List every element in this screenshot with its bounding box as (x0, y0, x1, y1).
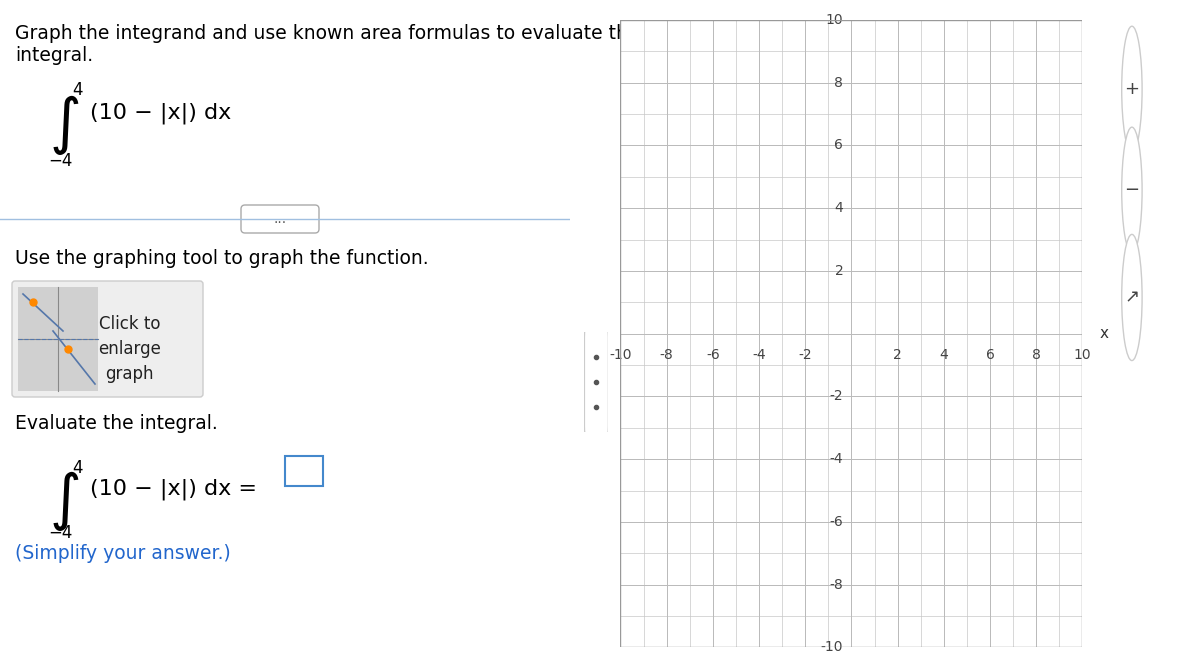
Text: −4: −4 (48, 152, 72, 170)
Text: ↗: ↗ (1124, 288, 1140, 307)
Bar (286, 456, 323, 486)
Text: −4: −4 (48, 524, 72, 542)
Text: Graph the integrand and use known area formulas to evaluate the: Graph the integrand and use known area f… (14, 24, 640, 43)
Text: -6: -6 (706, 348, 720, 362)
Text: -4: -4 (829, 452, 844, 466)
Text: 4: 4 (940, 348, 948, 362)
Text: 2: 2 (834, 264, 844, 278)
Text: -6: -6 (829, 515, 844, 529)
FancyBboxPatch shape (241, 205, 319, 233)
Text: 6: 6 (834, 138, 844, 153)
Circle shape (1122, 27, 1142, 153)
Text: 4: 4 (72, 459, 83, 477)
Bar (18, 287, 98, 391)
Text: -4: -4 (752, 348, 766, 362)
Text: x: x (1099, 326, 1109, 341)
Text: ...: ... (274, 212, 287, 226)
Text: Use the graphing tool to graph the function.: Use the graphing tool to graph the funct… (14, 249, 428, 268)
Text: (10 − |x|) dx: (10 − |x|) dx (90, 102, 232, 124)
Text: (Simplify your answer.): (Simplify your answer.) (14, 544, 230, 563)
Text: ∫: ∫ (50, 472, 82, 531)
Text: -2: -2 (829, 389, 844, 404)
Text: 10: 10 (826, 13, 844, 27)
Text: 8: 8 (1032, 348, 1040, 362)
Text: 10: 10 (1074, 348, 1091, 362)
Text: -10: -10 (821, 640, 844, 655)
Circle shape (1122, 234, 1142, 361)
Text: +: + (1124, 80, 1140, 98)
Text: ∫: ∫ (50, 96, 82, 155)
Text: -2: -2 (798, 348, 812, 362)
Text: 4: 4 (834, 201, 844, 215)
Text: (10 − |x|) dx =: (10 − |x|) dx = (90, 478, 257, 499)
Text: Click to
enlarge
graph: Click to enlarge graph (98, 315, 161, 383)
Text: Evaluate the integral.: Evaluate the integral. (14, 414, 217, 433)
FancyBboxPatch shape (12, 281, 203, 397)
Text: integral.: integral. (14, 46, 94, 65)
Text: 2: 2 (893, 348, 902, 362)
Text: 8: 8 (834, 76, 844, 90)
Text: −: − (1124, 181, 1140, 199)
Text: -8: -8 (660, 348, 673, 362)
FancyBboxPatch shape (584, 327, 608, 437)
Text: -10: -10 (610, 348, 631, 362)
Text: 6: 6 (985, 348, 995, 362)
Text: -8: -8 (829, 578, 844, 592)
Text: 4: 4 (72, 81, 83, 99)
Circle shape (1122, 127, 1142, 253)
